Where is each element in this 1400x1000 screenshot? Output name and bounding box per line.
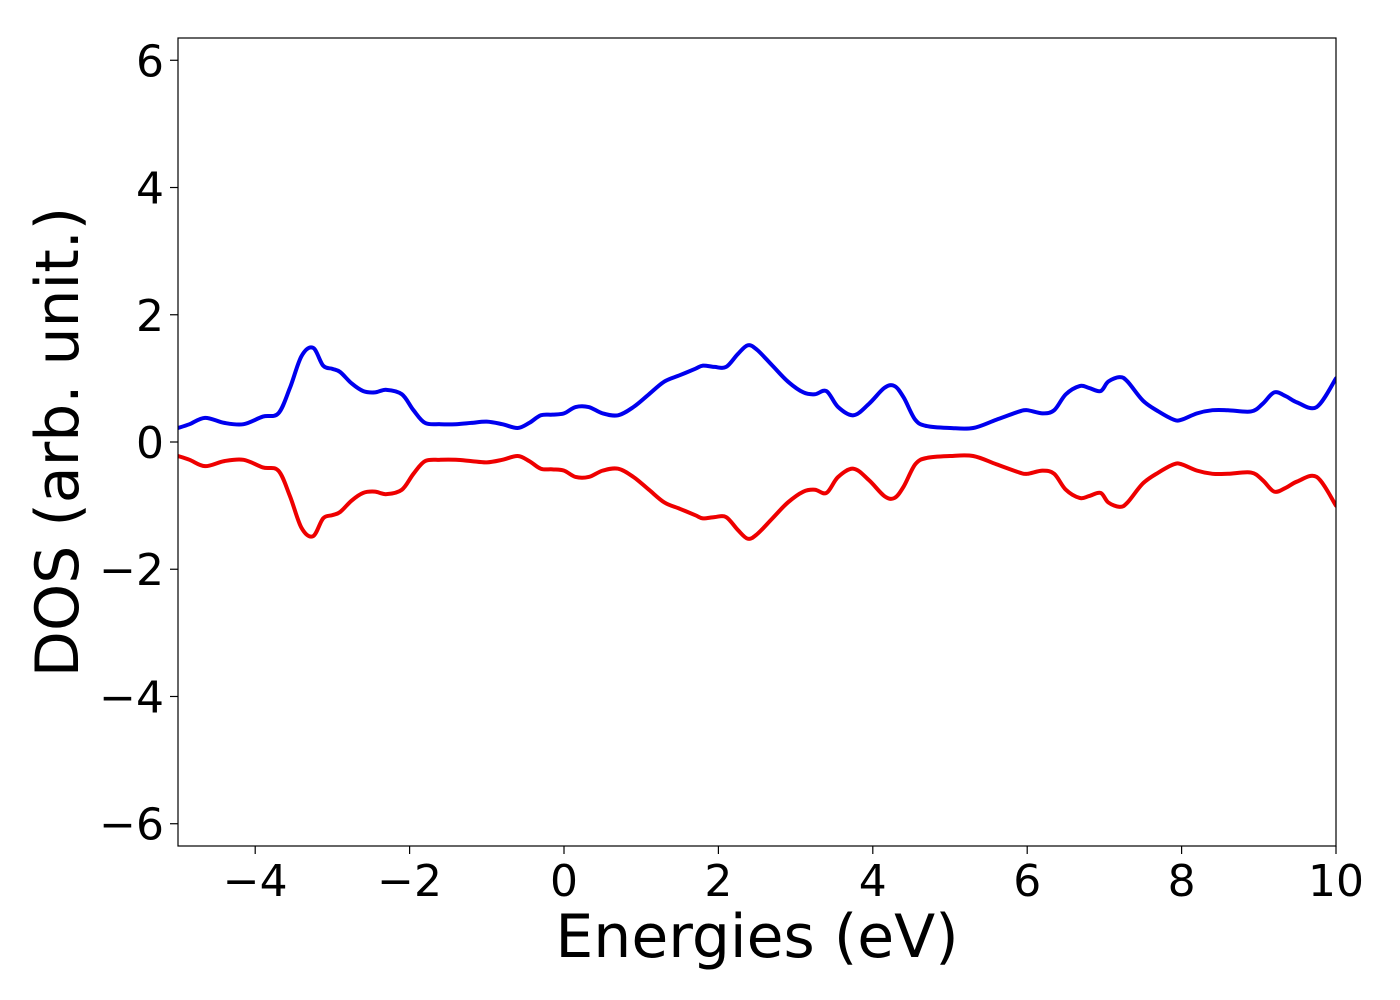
x-tick-label: 0: [550, 856, 578, 907]
y-tick-label: 2: [136, 291, 164, 342]
series-layer: [178, 343, 1336, 541]
x-tick-label: 8: [1168, 856, 1196, 907]
series-line-1: [178, 343, 1336, 431]
y-tick-label: 0: [136, 418, 164, 469]
y-tick-label: 4: [136, 164, 164, 215]
x-tick-label: 4: [859, 856, 887, 907]
x-tick-label: 2: [704, 856, 732, 907]
y-tick-label: −4: [99, 672, 164, 723]
x-tick-label: −4: [223, 856, 288, 907]
x-tick-label: 6: [1013, 856, 1041, 907]
y-tick-label: −2: [99, 545, 164, 596]
series-line-2: [178, 453, 1336, 541]
y-tick-label: 6: [136, 36, 164, 87]
x-axis-ticks: −4 −2 0 2 4 6 8 10: [223, 846, 1364, 907]
y-axis-title: DOS (arb. unit.): [23, 207, 93, 677]
plot-frame: [177, 37, 1337, 847]
x-axis-title: Energies (eV): [555, 902, 958, 972]
x-tick-label: −2: [377, 856, 442, 907]
y-tick-label: −6: [99, 800, 164, 851]
x-tick-label: 10: [1308, 856, 1364, 907]
y-axis-ticks: −6 −4 −2 0 2 4 6: [99, 36, 178, 851]
